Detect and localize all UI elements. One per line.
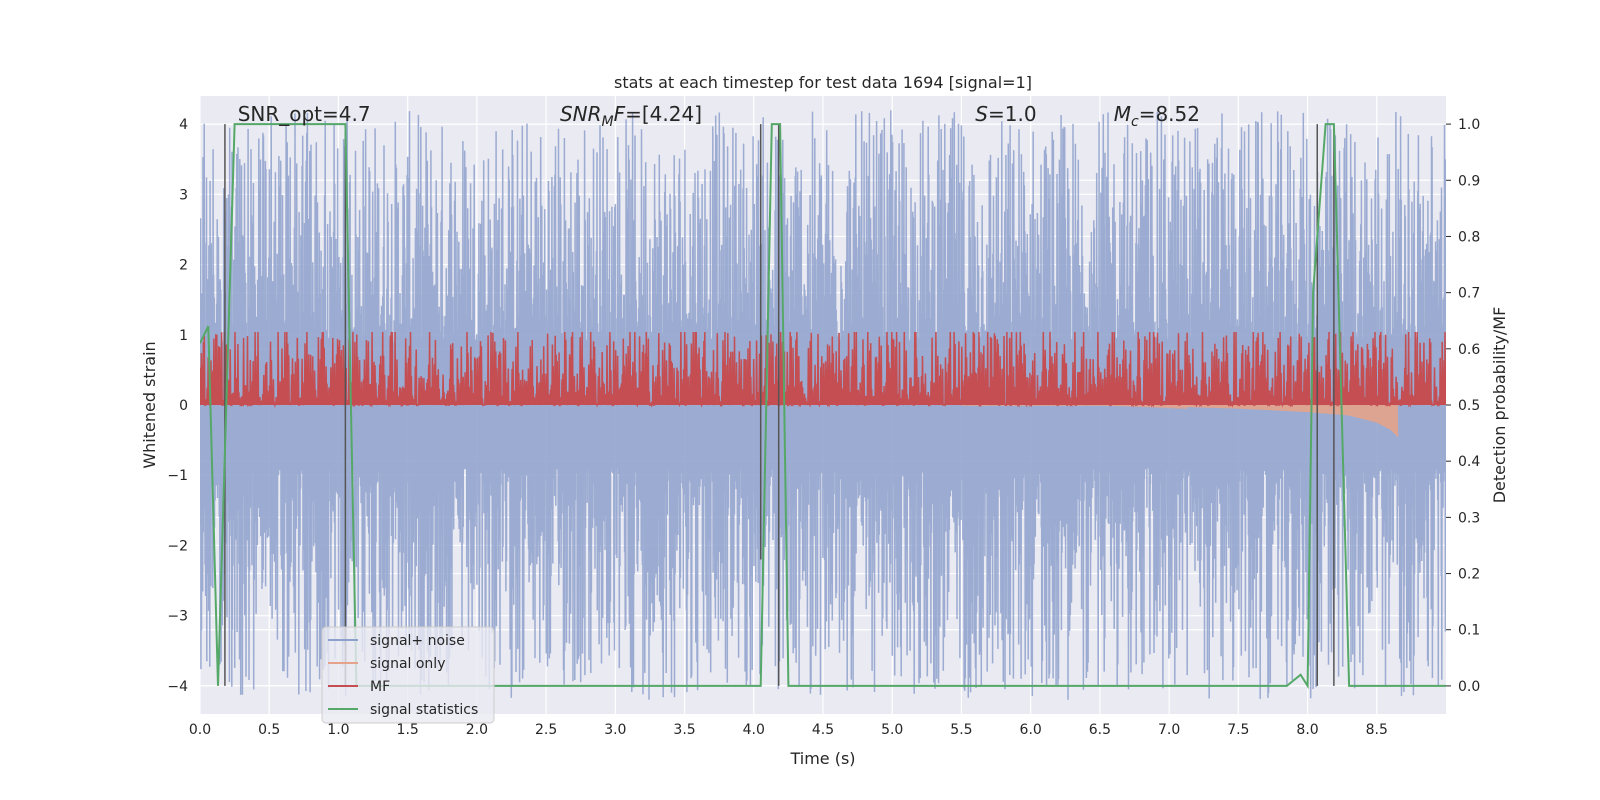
- y-left-tick-label: 4: [179, 117, 188, 133]
- y-right-tick-label: 0.2: [1458, 567, 1480, 583]
- annotation-base: M: [1114, 102, 1131, 126]
- y-left-tick-label: −2: [167, 538, 188, 554]
- legend-entry-label: signal+ noise: [370, 633, 465, 649]
- series-signal-statistics: [200, 123, 1446, 690]
- legend-box: [321, 626, 495, 724]
- annotation-label: Mc=8.52: [1114, 102, 1200, 130]
- annotation-value: =8.52: [1139, 102, 1200, 126]
- x-tick-label: 6.5: [1089, 722, 1111, 738]
- annotation-value: =1.0: [988, 102, 1037, 126]
- annotation-base: S: [975, 102, 988, 126]
- annotation-subscript: c: [1131, 114, 1139, 130]
- annotation-value: =[4.24]: [625, 102, 702, 126]
- legend-entry-label: signal statistics: [370, 702, 478, 718]
- y-right-tick-label: 0.7: [1458, 286, 1480, 302]
- y-right-tick-label: 0.5: [1458, 398, 1480, 414]
- x-tick-label: 1.0: [327, 722, 349, 738]
- y-right-tick-label: 1.0: [1458, 117, 1480, 133]
- y-right-tick-label: 0.6: [1458, 342, 1480, 358]
- y-left-tick-label: 1: [179, 328, 188, 344]
- y-left-tick-label: −3: [167, 609, 188, 625]
- x-tick-label: 4.5: [812, 722, 834, 738]
- y-left-tick-label: 3: [179, 187, 188, 203]
- y-left-tick-label: −1: [167, 468, 188, 484]
- y-right-tick-label: 0.4: [1458, 454, 1480, 470]
- y-left-tick-label: 0: [179, 398, 188, 414]
- y-axis-right-title: Detection probability/MF: [1490, 307, 1509, 504]
- annotation-label: SNR_opt=4.7: [238, 102, 371, 126]
- annotation-base: SNR: [560, 102, 602, 126]
- x-tick-label: 5.0: [881, 722, 903, 738]
- x-tick-label: 5.5: [950, 722, 972, 738]
- x-tick-label: 8.0: [1296, 722, 1318, 738]
- x-tick-label: 0.0: [189, 722, 211, 738]
- axes: 0.0 0.5 1.0 1.5 2.0 2.5 3.0 3.5 4.0 4.5 5.0 5.5 6.0 6…: [167, 117, 1480, 738]
- annotation-label: S=1.0: [975, 102, 1036, 126]
- x-tick-label: 7.5: [1227, 722, 1249, 738]
- x-tick-label: 3.5: [673, 722, 695, 738]
- y-right-tick-label: 0.3: [1458, 510, 1480, 526]
- legend-entry-label: signal only: [370, 656, 445, 672]
- y-right-tick-label: 0.8: [1458, 229, 1480, 245]
- legend-entry-label: MF: [370, 679, 390, 695]
- y-right-tick-label: 0.1: [1458, 623, 1480, 639]
- x-tick-label: 7.0: [1158, 722, 1180, 738]
- annotation-label: SNRMF=[4.24]: [560, 102, 702, 130]
- x-tick-label: 2.5: [535, 722, 557, 738]
- y-right-tick-label: 0.9: [1458, 173, 1480, 189]
- y-left-tick-label: 2: [179, 258, 188, 274]
- x-tick-label: 1.5: [397, 722, 419, 738]
- y-left-tick-label: −4: [167, 679, 188, 695]
- x-axis-title: Time (s): [789, 749, 855, 768]
- x-tick-label: 0.5: [258, 722, 280, 738]
- x-tick-label: 2.0: [466, 722, 488, 738]
- annotation-base-suffix: F: [614, 102, 626, 126]
- legend: signal+ noise signal only MF signal statist…: [321, 626, 495, 724]
- y-axis-left-title: Whitened strain: [140, 341, 159, 468]
- data-layer: [200, 110, 1446, 700]
- y-right-tick-label: 0.0: [1458, 679, 1480, 695]
- annotations: SNR_opt=4.7 SNRMF=[4.24] S=1.0 Mc=8.52: [238, 102, 1200, 130]
- x-tick-label: 3.0: [604, 722, 626, 738]
- x-tick-label: 4.0: [743, 722, 765, 738]
- x-tick-label: 8.5: [1366, 722, 1388, 738]
- annotation-subscript: M: [602, 114, 614, 130]
- series-mf: [200, 331, 1446, 408]
- chart-title: stats at each timestep for test data 169…: [614, 73, 1032, 92]
- x-tick-label: 6.0: [1020, 722, 1042, 738]
- series-signal-noise: [200, 110, 1446, 700]
